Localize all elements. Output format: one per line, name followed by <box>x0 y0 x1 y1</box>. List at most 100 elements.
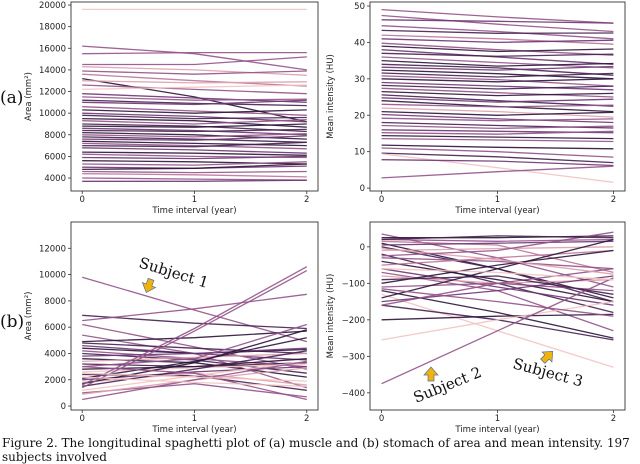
y-tick-label: 14000 <box>39 66 66 76</box>
series-group <box>82 8 307 182</box>
subject-line-42 <box>82 177 307 181</box>
subject-line-6 <box>82 342 307 355</box>
subject-line-37 <box>82 161 307 166</box>
panel-3: 0 1 2 −400 −300 −200 −100 0 Time interval (year)… <box>326 221 626 435</box>
y-tick-label: 2000 <box>44 376 66 386</box>
subject-line-20 <box>381 84 614 90</box>
subject-line-28 <box>381 275 614 295</box>
subject-line-28 <box>82 135 307 141</box>
y-tick-label: 6000 <box>44 323 66 333</box>
subject-line-40 <box>381 153 614 183</box>
y-axis-label: Area (mm²) <box>24 72 34 121</box>
subject-line-11 <box>82 347 307 357</box>
subject-line-7 <box>381 246 614 252</box>
subject-line-1 <box>82 314 307 330</box>
y-tick-label: 10000 <box>39 109 66 119</box>
y-tick-label: −100 <box>342 279 365 289</box>
panel-label: (a) <box>0 88 23 108</box>
subject-line-30 <box>381 268 614 281</box>
subject-line-11 <box>381 56 614 69</box>
x-tick-label: 1 <box>192 414 197 424</box>
subject-line-27 <box>381 231 614 257</box>
y-tick-label: 10000 <box>39 271 66 281</box>
y-tick-label: 50 <box>354 2 365 12</box>
series-group <box>381 231 614 385</box>
subject-line-19 <box>381 238 614 299</box>
subject-line-4 <box>82 66 307 76</box>
x-axis-label: Time interval (year) <box>151 425 236 435</box>
subject-line-25 <box>381 277 614 385</box>
y-tick-label: 0 <box>360 184 365 194</box>
figure-caption: Figure 2. The longitudinal spaghetti plo… <box>2 436 630 464</box>
y-tick-label: 12000 <box>39 244 66 254</box>
subject-line-26 <box>82 133 307 138</box>
subject-line-15 <box>381 69 614 80</box>
y-tick-label: 20000 <box>39 1 66 11</box>
subject-line-8 <box>381 45 614 53</box>
subject-line-0 <box>82 276 307 343</box>
subject-line-15 <box>82 323 307 368</box>
subject-line-36 <box>381 137 614 143</box>
subject-line-3 <box>381 240 614 274</box>
x-axis-label: Time interval (year) <box>454 425 539 435</box>
y-tick-label: 12000 <box>39 88 66 98</box>
y-tick-label: 4000 <box>44 349 66 359</box>
subject-line-17 <box>82 363 307 373</box>
subject-line-15 <box>381 249 614 284</box>
y-tick-label: 4000 <box>44 174 66 184</box>
subject-line-31 <box>82 141 307 148</box>
x-tick-label: 1 <box>192 195 197 205</box>
subject-line-27 <box>381 107 614 118</box>
x-tick-label: 0 <box>379 195 384 205</box>
y-tick-label: 20 <box>354 111 365 121</box>
y-axis-label: Area (mm²) <box>24 292 34 341</box>
x-tick-label: 1 <box>495 195 500 205</box>
subject-line-29 <box>82 360 307 401</box>
subject-line-43 <box>82 179 307 182</box>
x-tick-label: 0 <box>80 195 85 205</box>
y-tick-label: 8000 <box>44 297 66 307</box>
subject-3-arrow-icon <box>540 350 554 364</box>
series-group <box>381 8 614 183</box>
x-tick-label: 2 <box>304 414 309 424</box>
subject-line-31 <box>381 235 614 241</box>
subject-line-27 <box>82 136 307 143</box>
subject-line-22 <box>82 329 307 385</box>
y-tick-label: 16000 <box>39 44 66 54</box>
y-tick-label: 6000 <box>44 152 66 162</box>
subject-line-33 <box>82 151 307 156</box>
subject-line-15 <box>82 106 307 116</box>
y-tick-label: 0 <box>360 243 365 253</box>
subject-line-24 <box>82 128 307 133</box>
subject-line-29 <box>381 288 614 317</box>
subject-line-9 <box>381 49 614 65</box>
subject-line-3 <box>381 25 614 40</box>
x-axis-label: Time interval (year) <box>454 206 539 216</box>
y-tick-label: 8000 <box>44 131 66 141</box>
x-tick-label: 2 <box>304 195 309 205</box>
subject-line-30 <box>82 365 307 401</box>
subject-line-32 <box>82 376 307 387</box>
subject-line-40 <box>82 170 307 174</box>
subject-line-35 <box>82 155 307 160</box>
subject-line-42 <box>381 165 614 179</box>
subject-line-17 <box>82 112 307 123</box>
subject-line-5 <box>381 240 614 246</box>
subject-line-22 <box>381 90 614 97</box>
subject-line-39 <box>82 163 307 171</box>
subject-line-19 <box>381 81 614 91</box>
x-axis-label: Time interval (year) <box>151 206 236 216</box>
subject-line-19 <box>82 337 307 380</box>
y-tick-label: 30 <box>354 75 365 85</box>
subject-line-24 <box>381 97 614 103</box>
subject-line-13 <box>381 63 614 76</box>
subject-line-13 <box>82 99 307 107</box>
subject-line-22 <box>381 268 614 306</box>
subject-line-38 <box>381 147 614 158</box>
subject-line-12 <box>381 59 614 67</box>
y-tick-label: −300 <box>342 352 365 362</box>
y-axis-label: Mean intensity (HU) <box>326 274 336 359</box>
subject-line-14 <box>381 65 614 71</box>
subject-line-11 <box>82 93 307 103</box>
subject-line-10 <box>381 260 614 303</box>
